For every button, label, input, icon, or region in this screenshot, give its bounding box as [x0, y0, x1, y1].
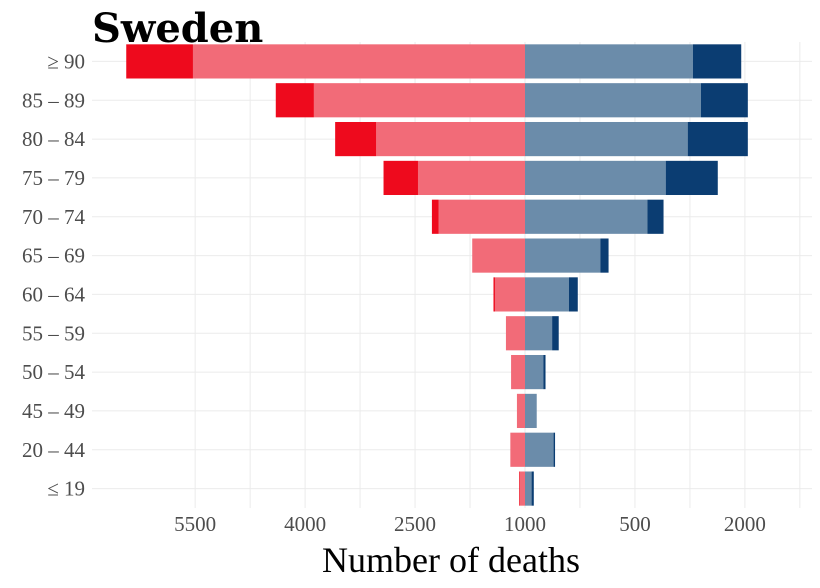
bar-segment: [600, 238, 609, 273]
bar-segment: [376, 121, 525, 157]
bar-segment: [647, 199, 664, 234]
y-tick-label: 50 – 54: [22, 360, 86, 384]
bar-segment: [510, 432, 525, 467]
bar-segment: [511, 354, 525, 390]
bar-segment: [438, 199, 525, 234]
bar-segment: [568, 277, 578, 312]
y-tick-label: 65 – 69: [22, 244, 85, 268]
bar-segment: [493, 277, 495, 312]
bar-segment: [700, 83, 748, 118]
bar-segment: [552, 316, 559, 351]
x-tick-layer: 550040002500100050020003500: [174, 512, 766, 536]
x-tick-label: 2000: [724, 512, 766, 536]
y-tick-label: 85 – 89: [22, 88, 85, 112]
y-tick-label: 55 – 59: [22, 321, 85, 345]
bar-segment: [472, 238, 525, 273]
bar-segment: [431, 199, 439, 234]
bar-segment: [525, 83, 701, 118]
x-tick-label: 500: [619, 512, 651, 536]
bar-segment: [525, 160, 666, 196]
bar-segment: [335, 121, 377, 157]
bar-segment: [553, 432, 556, 467]
bar-segment: [525, 471, 532, 506]
bar-segment: [525, 121, 688, 157]
bar-segment: [692, 44, 742, 79]
bar-segment: [687, 121, 748, 157]
x-tick-label: 5500: [174, 512, 216, 536]
bar-segment: [525, 44, 693, 79]
bar-segment: [525, 199, 648, 234]
bar-segment: [505, 316, 525, 351]
y-tick-label: 20 – 44: [22, 438, 86, 462]
bar-segment: [126, 44, 193, 79]
y-tick-label: 70 – 74: [22, 205, 86, 229]
x-tick-label: 1000: [504, 512, 546, 536]
y-tick-label: ≤ 19: [47, 477, 85, 501]
chart-title: Sweden: [92, 5, 263, 52]
x-tick-label: 2500: [394, 512, 436, 536]
bar-segment: [525, 277, 569, 312]
x-tick-label: 4000: [284, 512, 326, 536]
bar-segment: [525, 432, 554, 467]
bar-segment: [494, 277, 525, 312]
bar-segment: [525, 354, 544, 390]
y-tick-label: 75 – 79: [22, 166, 85, 190]
y-tick-label: 60 – 64: [22, 282, 86, 306]
x-axis-label: Number of deaths: [322, 540, 580, 580]
bar-segment: [525, 238, 601, 273]
bar-segment: [519, 471, 525, 506]
bar-segment: [665, 160, 718, 196]
bar-segment: [543, 354, 546, 390]
bar-segment: [383, 160, 418, 196]
y-tick-label: ≥ 90: [47, 49, 85, 73]
bar-segment: [275, 83, 314, 118]
bar-segment: [531, 471, 534, 506]
y-tick-label: 45 – 49: [22, 399, 85, 423]
bar-segment: [313, 83, 525, 118]
bar-segment: [417, 160, 525, 196]
bar-segment: [525, 393, 537, 429]
bar-layer: [126, 44, 748, 506]
bar-segment: [525, 316, 553, 351]
bar-segment: [519, 471, 520, 506]
bar-segment: [516, 393, 525, 429]
y-tick-layer: ≤ 19 20 – 44 45 – 49 50 – 54 55 – 59 60 – 64 6…: [22, 49, 86, 500]
y-tick-label: 80 – 84: [22, 127, 86, 151]
bar-segment: [192, 44, 526, 79]
